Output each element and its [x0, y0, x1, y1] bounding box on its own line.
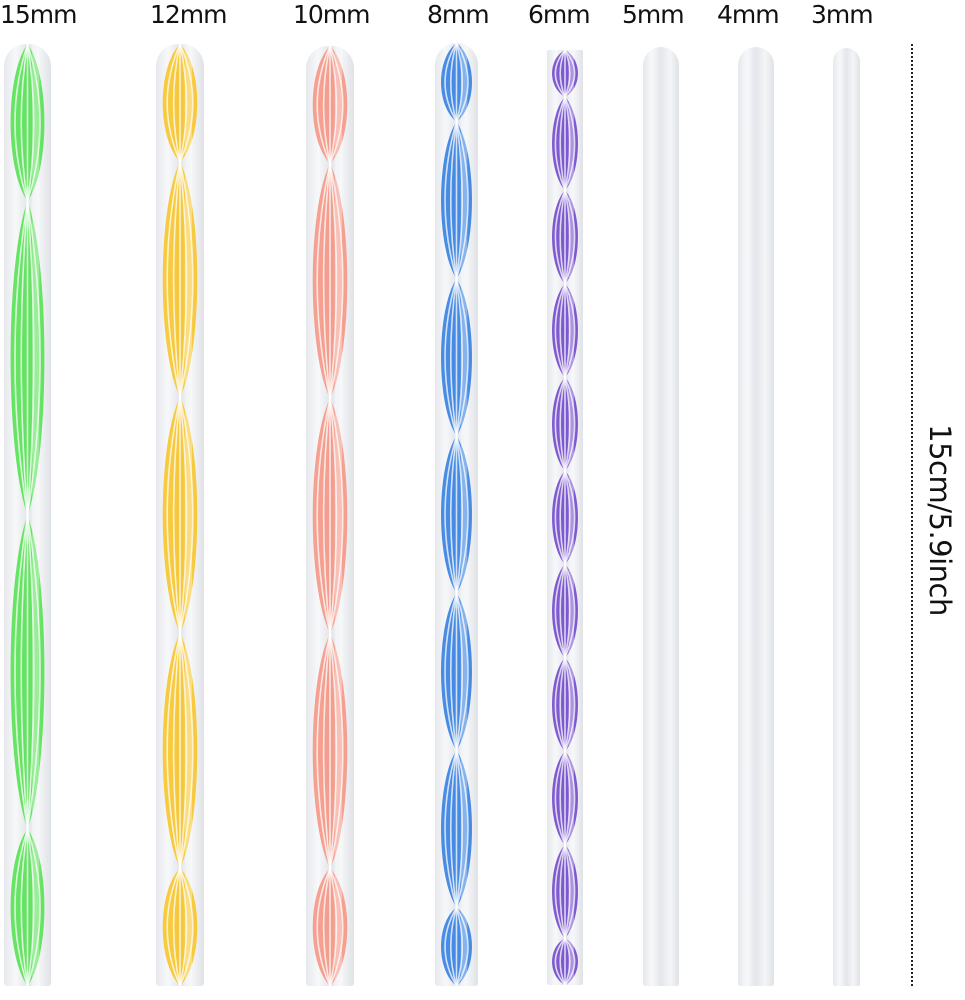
- twist-segment: [441, 43, 472, 122]
- label-15mm: 15mm: [0, 0, 78, 29]
- rod-12mm: [156, 44, 204, 986]
- rod-10mm: [306, 46, 354, 986]
- twist-segment: [441, 592, 472, 751]
- twist-segment: [441, 278, 472, 437]
- rod-highlight: [568, 50, 574, 985]
- twist-pattern: [10, 44, 45, 986]
- label-10mm: 10mm: [293, 0, 371, 29]
- rod-highlight: [32, 44, 40, 986]
- twist-segment: [312, 398, 348, 634]
- twist-segment: [552, 844, 578, 939]
- twist-segment: [162, 632, 198, 869]
- twist-segment: [312, 46, 348, 164]
- twist-segment: [552, 657, 578, 752]
- twist-segment: [552, 283, 578, 378]
- twist-segment: [552, 376, 578, 472]
- twist-segment: [162, 44, 198, 163]
- twist-pattern: [441, 43, 472, 986]
- rod-4mm: [738, 47, 774, 986]
- rod-highlight: [460, 43, 468, 986]
- twist-segment: [10, 44, 45, 202]
- twist-segment: [552, 937, 578, 985]
- length-dimension-label: 15cm/5.9inch: [923, 424, 957, 616]
- twist-segment: [552, 96, 578, 191]
- twist-pattern: [552, 50, 578, 985]
- twist-segment: [441, 907, 472, 986]
- rod-3mm: [833, 48, 860, 986]
- twist-segment: [441, 121, 472, 279]
- label-8mm: 8mm: [427, 0, 490, 29]
- rod-15mm: [4, 44, 51, 986]
- twist-segment: [552, 563, 578, 659]
- twist-segment: [441, 750, 472, 908]
- twist-segment: [552, 750, 578, 846]
- twist-segment: [162, 397, 198, 633]
- twist-segment: [162, 867, 198, 986]
- twist-segment: [312, 633, 348, 869]
- twist-segment: [552, 189, 578, 285]
- length-dimension-line: [911, 44, 913, 986]
- label-6mm: 6mm: [528, 0, 591, 29]
- label-5mm: 5mm: [622, 0, 685, 29]
- rod-highlight: [334, 46, 342, 986]
- twist-segment: [441, 435, 472, 594]
- label-12mm: 12mm: [150, 0, 228, 29]
- twist-segment: [10, 828, 45, 986]
- twist-segment: [312, 868, 348, 986]
- twist-pattern: [162, 44, 198, 986]
- rod-5mm: [643, 47, 679, 986]
- twist-segment: [10, 200, 45, 516]
- twist-segment: [312, 163, 348, 399]
- rod-highlight: [184, 44, 192, 986]
- twist-segment: [552, 470, 578, 565]
- twist-pattern: [312, 46, 348, 986]
- rod-8mm: [435, 43, 478, 986]
- label-3mm: 3mm: [811, 0, 874, 29]
- rod-6mm: [547, 50, 583, 985]
- twist-segment: [162, 161, 198, 398]
- twist-segment: [10, 514, 45, 830]
- twist-segment: [552, 50, 578, 98]
- label-4mm: 4mm: [717, 0, 780, 29]
